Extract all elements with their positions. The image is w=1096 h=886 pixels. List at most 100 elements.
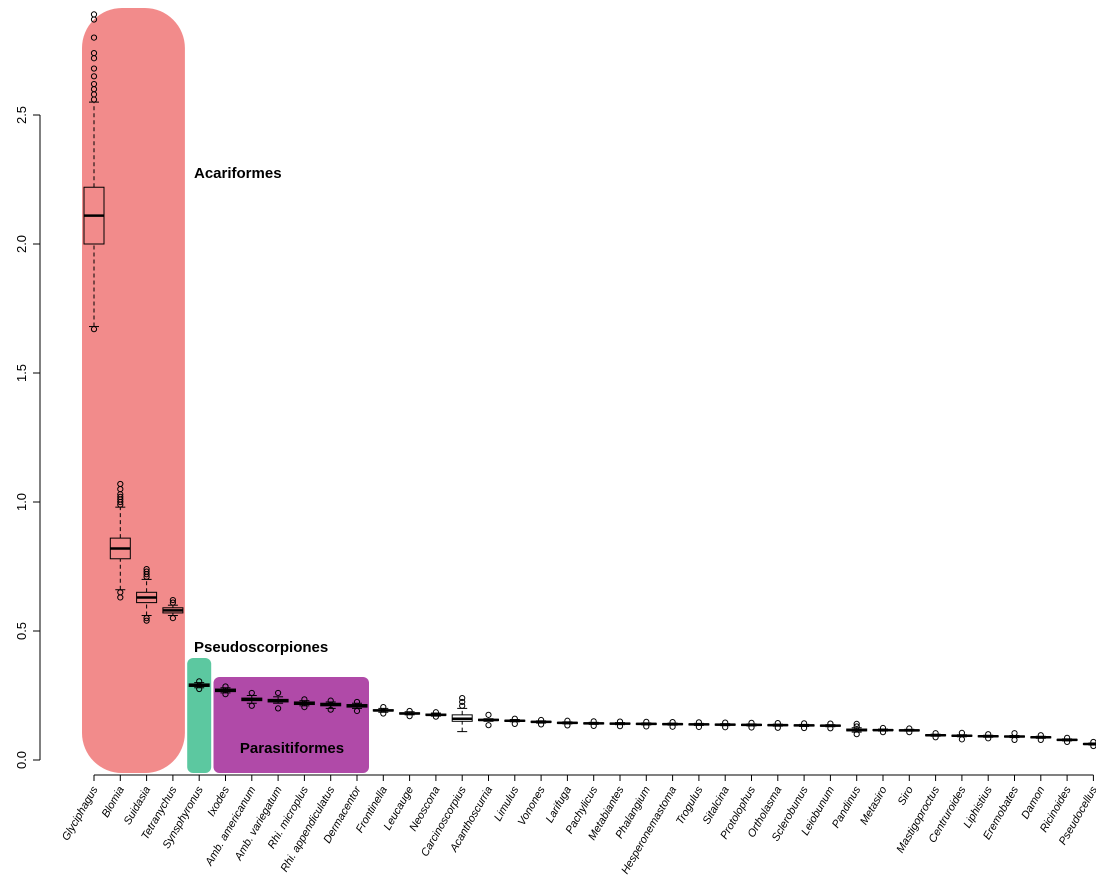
y-tick-label: 1.5 [14,364,29,382]
outlier-point [748,724,755,731]
box-siro [898,725,920,736]
outlier-point [669,723,676,730]
box-acanthoscurria [478,711,499,729]
box-amb-variegatum [267,689,289,712]
box-eremobates [1004,730,1025,743]
outlier-point [353,707,361,715]
outlier-point [459,702,466,709]
box-pachylicus [583,718,605,730]
outlier-point [222,683,229,690]
band-acariformes [82,8,185,773]
box-pandinus [846,720,868,738]
x-tick-label: Ixodes [205,784,232,819]
outlier-point [143,615,150,622]
outlier-point [643,718,650,725]
outlier-point [432,709,439,716]
y-tick-label: 2.5 [14,106,29,124]
outlier-point [1090,742,1096,750]
outlier-point [722,719,729,726]
outlier-point [196,678,203,685]
outlier-point [275,689,282,697]
outlier-point [827,725,834,732]
outlier-point [380,704,387,711]
outlier-point [1037,732,1044,739]
outlier-point [485,711,492,718]
box-neoscona [425,709,447,720]
outlier-point [748,719,755,726]
box-damon [1030,732,1052,743]
outlier-point [143,565,150,573]
box-tetranychus [162,596,184,622]
outlier-point [985,731,992,738]
outlier-point [643,723,650,730]
outlier-point [301,704,308,711]
group-labels: Acariformes Pseudoscorpiones Parasitiforme… [194,165,344,757]
box-protolophus [741,719,762,731]
outlier-point [248,702,255,709]
box-liphistius [977,731,999,742]
outlier-point [432,713,439,720]
box-frontinella [372,704,394,717]
box-glyciphagus [83,11,105,333]
box-metabiantes [609,718,631,730]
box-carcinoscorpius [451,694,473,733]
box-dermacentor [346,698,368,715]
outlier-point [1011,736,1018,743]
outlier-point [117,493,124,500]
band-parasitiformes [213,677,369,773]
box-pseudocellus [1082,738,1096,750]
outlier-point [301,696,308,703]
outlier-point [669,718,676,726]
box-rhi-microplus [293,696,315,711]
outlier-point [564,717,571,724]
box-limulus [504,715,526,727]
outlier-point [906,725,913,732]
outlier-point [459,694,466,702]
outlier-point [169,615,176,622]
outlier-point [827,720,834,727]
outlier-point [143,617,150,624]
outlier-point [853,723,860,730]
outlier-point [906,729,913,736]
box-ortholasma [767,720,789,731]
y-tick-label: 1.0 [14,493,29,511]
outlier-point [932,734,939,741]
outlier-point [117,589,124,596]
group-bands [82,8,369,773]
box-rhi-appendiculatus [320,697,342,713]
outlier-point [511,715,518,722]
box-centruroides [951,729,973,743]
band-pseudoscorpiones [187,658,212,773]
outlier-point [143,568,150,575]
outlier-point [90,34,98,41]
y-tick-label: 0.0 [14,751,29,769]
outlier-point [353,698,361,706]
outlier-point [932,730,939,737]
outlier-point [801,724,808,732]
outlier-point [485,722,492,729]
box-sitalcina [714,719,736,731]
outlier-point [695,719,703,726]
outlier-point [406,707,413,715]
box-vonones [530,716,552,728]
y-tick-label: 0.5 [14,622,29,640]
x-tick-label: Blomia [100,785,127,820]
outlier-point [616,723,624,730]
box-larifuga [556,717,578,729]
outlier-point [538,721,545,728]
outlier-point [853,731,860,738]
x-tick-label: Glyciphagus [60,784,101,843]
outlier-point [90,73,98,80]
outlier-point [695,723,703,731]
box-mastigoproctus [925,730,947,741]
outlier-point [90,80,98,88]
outlier-point [853,720,860,727]
outlier-point [1090,738,1096,746]
outlier-point [169,599,176,606]
outlier-point [90,65,98,72]
outlier-point [90,49,98,57]
x-tick-label: Damon [1019,785,1047,822]
y-tick-label: 2.0 [14,235,29,253]
x-axis: Glyciphagus BlomiaSuidasiaTetranychusSyns… [60,774,1096,876]
